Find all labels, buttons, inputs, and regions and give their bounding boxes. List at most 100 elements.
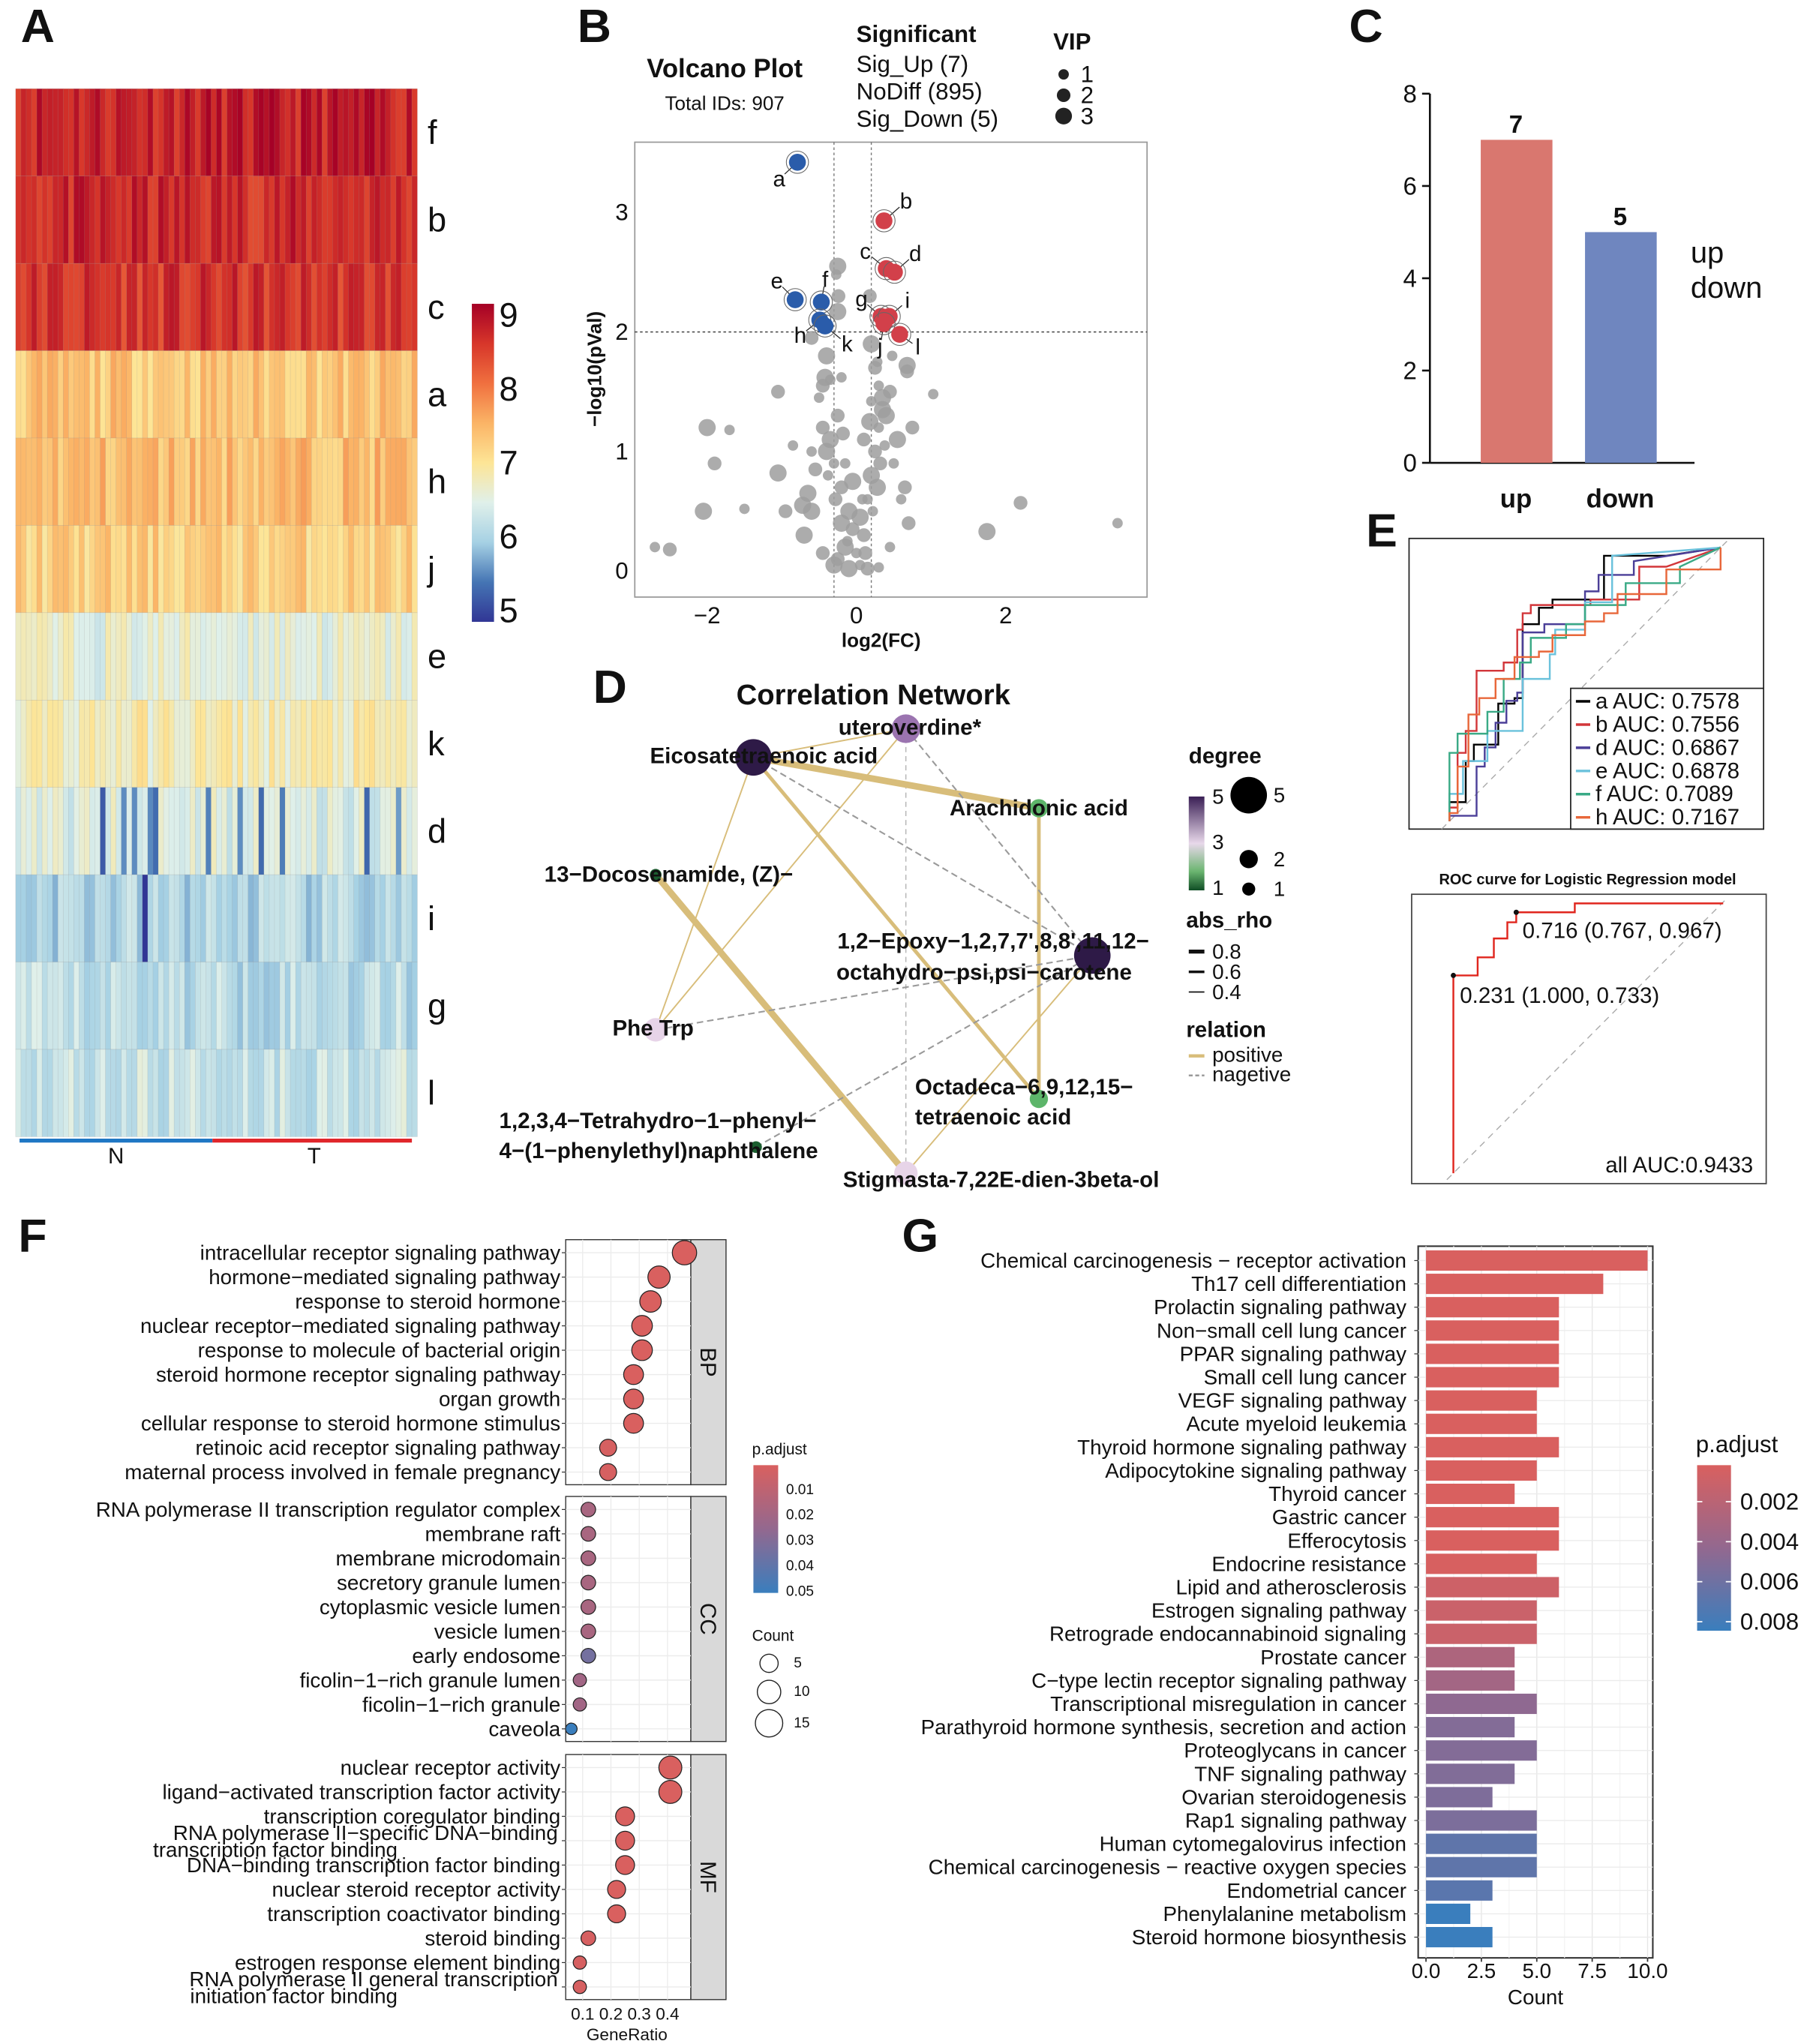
heatmap-cell <box>311 263 317 351</box>
heatmap-row-label: k <box>428 725 445 763</box>
heatmap-cell <box>126 700 133 788</box>
heatmap-cell <box>343 962 350 1050</box>
point-nodiff <box>860 561 875 576</box>
heatmap-cell <box>290 263 296 351</box>
heatmap-cell <box>353 89 360 176</box>
heatmap-cell <box>221 525 228 614</box>
node-epoxy[interactable] <box>1073 937 1111 974</box>
chart-title: ROC curve for Logistic Regression model <box>1439 872 1736 888</box>
x-tick-label: 5.0 <box>1522 1959 1551 1982</box>
point-ring <box>883 260 906 284</box>
heatmap-cell <box>158 350 164 439</box>
vip-level-label: 2 <box>1081 82 1094 108</box>
heatmap-row-label: j <box>426 550 435 588</box>
heatmap-cell <box>338 787 344 875</box>
heatmap-cell <box>390 612 397 701</box>
node-stigma[interactable] <box>894 1161 918 1185</box>
heatmap-cell <box>184 874 191 962</box>
heatmap-cell <box>359 962 365 1050</box>
heatmap-row-label: b <box>428 200 446 239</box>
heatmap-cell <box>79 1049 86 1137</box>
bar <box>1426 1717 1515 1738</box>
node-tetra[interactable] <box>750 1141 762 1154</box>
point-nodiff <box>833 515 851 532</box>
degree-size-dot <box>1242 882 1256 896</box>
heatmap-cell <box>374 612 381 701</box>
heatmap-cell <box>189 962 196 1050</box>
heatmap-cell <box>332 962 339 1050</box>
panel-label-G: G <box>902 1209 939 1262</box>
heatmap-cell <box>353 1049 360 1137</box>
heatmap-cell <box>173 89 180 176</box>
point-nodiff <box>888 458 899 469</box>
heatmap-cell <box>343 700 350 788</box>
heatmap-cell <box>411 437 418 526</box>
heatmap-cell <box>227 874 233 962</box>
heatmap-cell <box>390 525 397 614</box>
heatmap-cell <box>216 787 223 875</box>
heatmap-cell <box>348 962 355 1050</box>
heatmap-cell <box>152 612 159 701</box>
count-size-circle <box>759 1653 779 1673</box>
heatmap-cell <box>152 787 159 875</box>
heatmap-cell <box>68 176 74 264</box>
heatmap-cell <box>31 787 38 875</box>
roc-logistic <box>1411 893 1767 1184</box>
go-term-label: membrane microdomain <box>336 1547 561 1570</box>
heatmap-cell <box>100 787 107 875</box>
heatmap-cell <box>364 962 371 1050</box>
y-axis-label: −log10(pVal) <box>583 311 605 427</box>
heatmap-cell <box>158 89 164 176</box>
heatmap-cell <box>263 437 270 526</box>
heatmap-cell <box>348 700 355 788</box>
node-phetrp[interactable] <box>644 1018 668 1042</box>
heatmap-cell <box>374 787 381 875</box>
heatmap-cell <box>248 176 254 264</box>
heatmap-cell <box>237 612 244 701</box>
heatmap-cell <box>401 89 407 176</box>
heatmap-cell <box>232 525 239 614</box>
heatmap-cell <box>116 1049 122 1137</box>
heatmap-cell <box>290 350 296 439</box>
heatmap-cell <box>137 176 143 264</box>
node-arach[interactable] <box>1029 799 1049 818</box>
heatmap-cell <box>95 176 101 264</box>
heatmap-cell <box>41 176 48 264</box>
heatmap-cell <box>258 1049 265 1137</box>
point-nodiff <box>650 542 661 553</box>
heatmap-cell <box>317 612 323 701</box>
edge-positive <box>653 872 909 1175</box>
legend-title: relation <box>1186 1017 1266 1042</box>
heatmap-cell <box>353 263 360 351</box>
node-octa[interactable] <box>1029 1089 1049 1109</box>
heatmap-cell <box>95 1049 101 1137</box>
bar <box>1426 1600 1537 1621</box>
heatmap-cell <box>31 263 38 351</box>
heatmap-cell <box>311 1049 317 1137</box>
heatmap-cell <box>163 437 170 526</box>
heatmap-row-label: d <box>428 812 446 850</box>
go-term-dot <box>580 1574 596 1591</box>
rho-level-label: 0.6 <box>1212 960 1241 983</box>
heatmap-cell <box>20 263 27 351</box>
node-docos[interactable] <box>650 869 662 881</box>
heatmap-cell <box>100 1049 107 1137</box>
legend-item: a AUC: 0.7578 <box>1595 689 1739 714</box>
heatmap-cell <box>395 874 402 962</box>
heatmap-cell <box>395 787 402 875</box>
node-utero[interactable] <box>891 714 920 743</box>
degree-size-label: 2 <box>1274 848 1285 871</box>
heatmap-cell <box>359 1049 365 1137</box>
bar <box>1426 1763 1515 1784</box>
heatmap-cell <box>242 1049 249 1137</box>
heatmap-cell <box>26 700 32 788</box>
go-term-dot <box>572 1673 587 1688</box>
heatmap-cell <box>237 263 244 351</box>
node-label: Stigmasta-7,22E-dien-3beta-ol <box>843 1167 1160 1192</box>
heatmap-cell <box>15 1049 22 1137</box>
heatmap-cell <box>79 962 86 1050</box>
node-eico[interactable] <box>735 739 772 776</box>
heatmap-cell <box>327 176 334 264</box>
heatmap-cell <box>295 1049 302 1137</box>
heatmap-cell <box>385 89 392 176</box>
